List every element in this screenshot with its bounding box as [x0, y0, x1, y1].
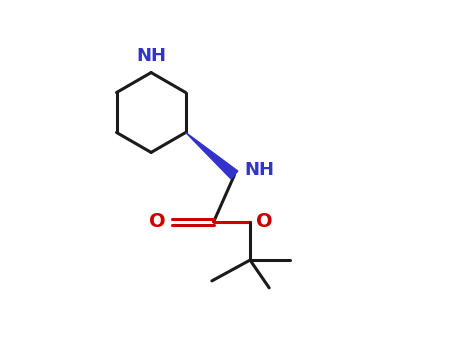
Text: NH: NH	[245, 161, 275, 179]
Text: O: O	[149, 212, 166, 231]
Text: O: O	[256, 212, 273, 231]
Text: NH: NH	[136, 47, 166, 65]
Polygon shape	[186, 132, 238, 179]
